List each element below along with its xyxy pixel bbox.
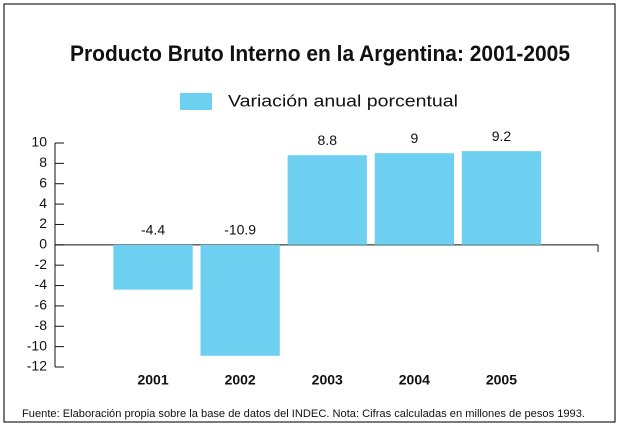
data-label: -4.4: [141, 222, 165, 238]
legend-swatch: [180, 93, 212, 110]
bar: [113, 244, 193, 290]
x-tick-label: 2001: [137, 372, 168, 388]
y-tick-label: -10: [27, 337, 47, 353]
y-tick-label: 10: [31, 134, 47, 150]
y-tick-label: -12: [27, 358, 47, 374]
y-tick-label: -6: [35, 297, 48, 313]
bar: [461, 151, 542, 245]
source-note: Fuente: Elaboración propia sobre la base…: [22, 408, 585, 420]
data-label: 8.8: [318, 132, 338, 148]
x-tick-label: 2004: [399, 372, 430, 388]
y-tick-label: -2: [35, 256, 48, 272]
data-label: -10.9: [224, 222, 256, 238]
data-label: 9.2: [492, 128, 512, 144]
y-tick-label: 2: [39, 215, 47, 231]
bar: [287, 155, 367, 245]
x-tick-label: 2003: [312, 372, 343, 388]
y-tick-label: 0: [39, 236, 47, 252]
y-tick-label: -8: [35, 317, 48, 333]
y-tick-label: 4: [39, 195, 47, 211]
bar: [374, 153, 454, 245]
data-label: 9: [410, 130, 418, 146]
x-tick-label: 2002: [225, 372, 256, 388]
y-tick-label: 6: [39, 174, 47, 190]
legend-label: Variación anual porcentual: [228, 91, 458, 110]
chart-title: Producto Bruto Interno en la Argentina: …: [70, 41, 570, 66]
x-tick-label: 2005: [486, 372, 517, 388]
y-tick-label: -4: [35, 276, 48, 292]
y-tick-label: 8: [39, 154, 47, 170]
bar: [200, 244, 280, 356]
